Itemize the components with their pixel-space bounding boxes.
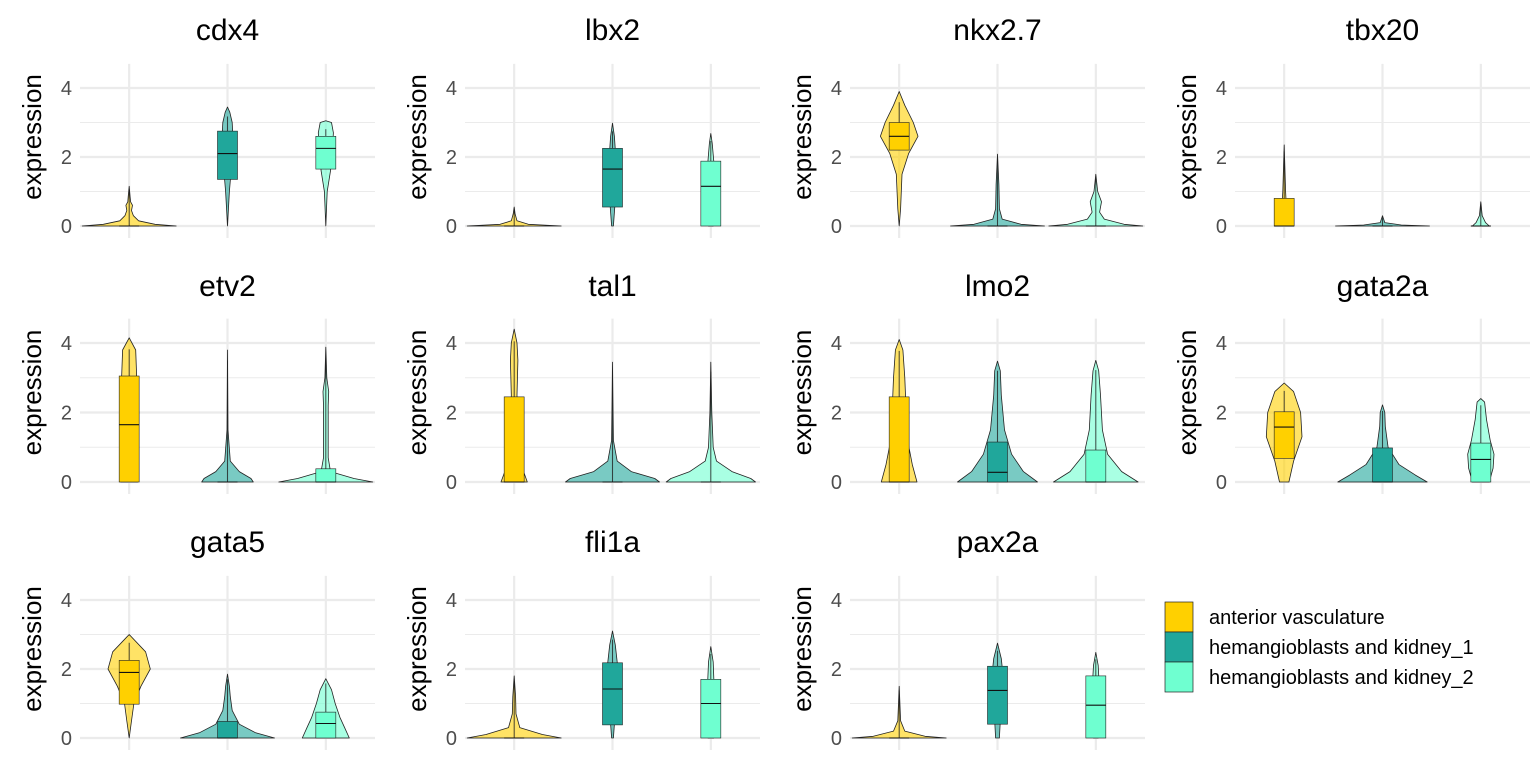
box xyxy=(217,721,238,739)
box xyxy=(1372,447,1393,483)
y-tick-label: 2 xyxy=(61,147,72,169)
legend-label: hemangioblasts and kidney_2 xyxy=(1209,667,1474,689)
panel-etv2: 0 2 4 expression etv2 xyxy=(17,270,375,494)
box xyxy=(1470,442,1492,483)
legend-label: hemangioblasts and kidney_1 xyxy=(1209,637,1474,659)
y-tick-label: 0 xyxy=(831,728,842,750)
panel-title: nkx2.7 xyxy=(953,14,1041,47)
y-tick-label: 0 xyxy=(61,472,72,494)
y-tick-label: 4 xyxy=(61,333,72,355)
panel-title: lmo2 xyxy=(965,270,1030,303)
box xyxy=(987,665,1008,725)
y-tick-label: 2 xyxy=(831,659,842,681)
y-tick-label: 0 xyxy=(831,216,842,238)
box xyxy=(700,679,722,739)
panel-title: tbx20 xyxy=(1346,14,1419,47)
box xyxy=(602,148,623,208)
panel-title: gata2a xyxy=(1337,270,1429,303)
y-axis-label: expression xyxy=(402,74,432,200)
box xyxy=(1085,675,1107,739)
panel-pax2a: 0 2 4 expression pax2a xyxy=(787,526,1145,750)
box xyxy=(1273,198,1295,227)
panel-lmo2: 0 2 4 expression lmo2 xyxy=(787,270,1145,494)
y-axis-label: expression xyxy=(787,586,817,712)
panel-gata5: 0 2 4 expression gata5 xyxy=(17,526,375,750)
y-tick-label: 2 xyxy=(446,659,457,681)
y-axis-label: expression xyxy=(787,74,817,200)
box xyxy=(987,441,1008,483)
panel-title: gata5 xyxy=(190,526,265,559)
panel-cdx4: 0 2 4 expression cdx4 xyxy=(17,14,375,238)
panel-title: lbx2 xyxy=(585,14,640,47)
y-tick-label: 0 xyxy=(831,472,842,494)
y-tick-label: 4 xyxy=(446,333,457,355)
panel-tal1: 0 2 4 expression tal1 xyxy=(402,270,760,494)
panel-title: etv2 xyxy=(199,270,256,303)
y-tick-label: 0 xyxy=(61,728,72,750)
y-axis-label: expression xyxy=(17,586,47,712)
box xyxy=(602,662,623,726)
y-tick-label: 0 xyxy=(1216,472,1227,494)
legend-key xyxy=(1164,661,1194,693)
panel-title: pax2a xyxy=(957,526,1039,559)
y-tick-label: 0 xyxy=(446,216,457,238)
y-tick-label: 0 xyxy=(61,216,72,238)
y-tick-label: 2 xyxy=(1216,147,1227,169)
y-tick-label: 4 xyxy=(831,78,842,100)
box xyxy=(315,711,337,739)
box xyxy=(700,160,722,227)
y-tick-label: 2 xyxy=(831,403,842,425)
legend-label: anterior vasculature xyxy=(1209,607,1385,629)
y-tick-label: 4 xyxy=(831,333,842,355)
y-tick-label: 4 xyxy=(61,590,72,612)
panel-title: tal1 xyxy=(588,270,636,303)
box xyxy=(217,130,238,180)
panel-gata2a: 0 2 4 expression gata2a xyxy=(1172,270,1530,494)
y-tick-label: 0 xyxy=(446,472,457,494)
panel-lbx2: 0 2 4 expression lbx2 xyxy=(402,14,760,238)
y-axis-label: expression xyxy=(17,330,47,456)
y-tick-label: 4 xyxy=(1216,333,1227,355)
y-axis-label: expression xyxy=(787,330,817,456)
y-tick-label: 4 xyxy=(61,78,72,100)
y-tick-label: 4 xyxy=(446,78,457,100)
y-tick-label: 2 xyxy=(831,147,842,169)
y-tick-label: 2 xyxy=(61,659,72,681)
box xyxy=(118,660,140,705)
box xyxy=(1273,411,1295,459)
legend-key xyxy=(1164,631,1194,663)
y-axis-label: expression xyxy=(1172,74,1202,200)
y-tick-label: 4 xyxy=(1216,78,1227,100)
panel-title: cdx4 xyxy=(196,14,259,47)
y-tick-label: 2 xyxy=(446,147,457,169)
y-axis-label: expression xyxy=(402,330,432,456)
panel-title: fli1a xyxy=(585,526,640,559)
y-tick-label: 4 xyxy=(446,590,457,612)
box xyxy=(315,468,337,483)
y-tick-label: 2 xyxy=(61,403,72,425)
box xyxy=(118,375,140,483)
y-axis-label: expression xyxy=(402,586,432,712)
box xyxy=(1085,449,1107,483)
panel-nkx2.7: 0 2 4 expression nkx2.7 xyxy=(787,14,1145,238)
y-tick-label: 4 xyxy=(831,590,842,612)
y-tick-label: 0 xyxy=(1216,216,1227,238)
panel-tbx20: 0 2 4 expression tbx20 xyxy=(1172,14,1530,238)
box xyxy=(315,136,337,170)
y-axis-label: expression xyxy=(1172,330,1202,456)
y-tick-label: 0 xyxy=(446,728,457,750)
box xyxy=(503,396,525,483)
panel-fli1a: 0 2 4 expression fli1a xyxy=(402,526,760,750)
y-axis-label: expression xyxy=(17,74,47,200)
legend: anterior vasculature hemangioblasts and k… xyxy=(1164,601,1474,693)
box xyxy=(888,396,910,483)
y-tick-label: 2 xyxy=(1216,403,1227,425)
legend-key xyxy=(1164,601,1194,633)
y-tick-label: 2 xyxy=(446,403,457,425)
